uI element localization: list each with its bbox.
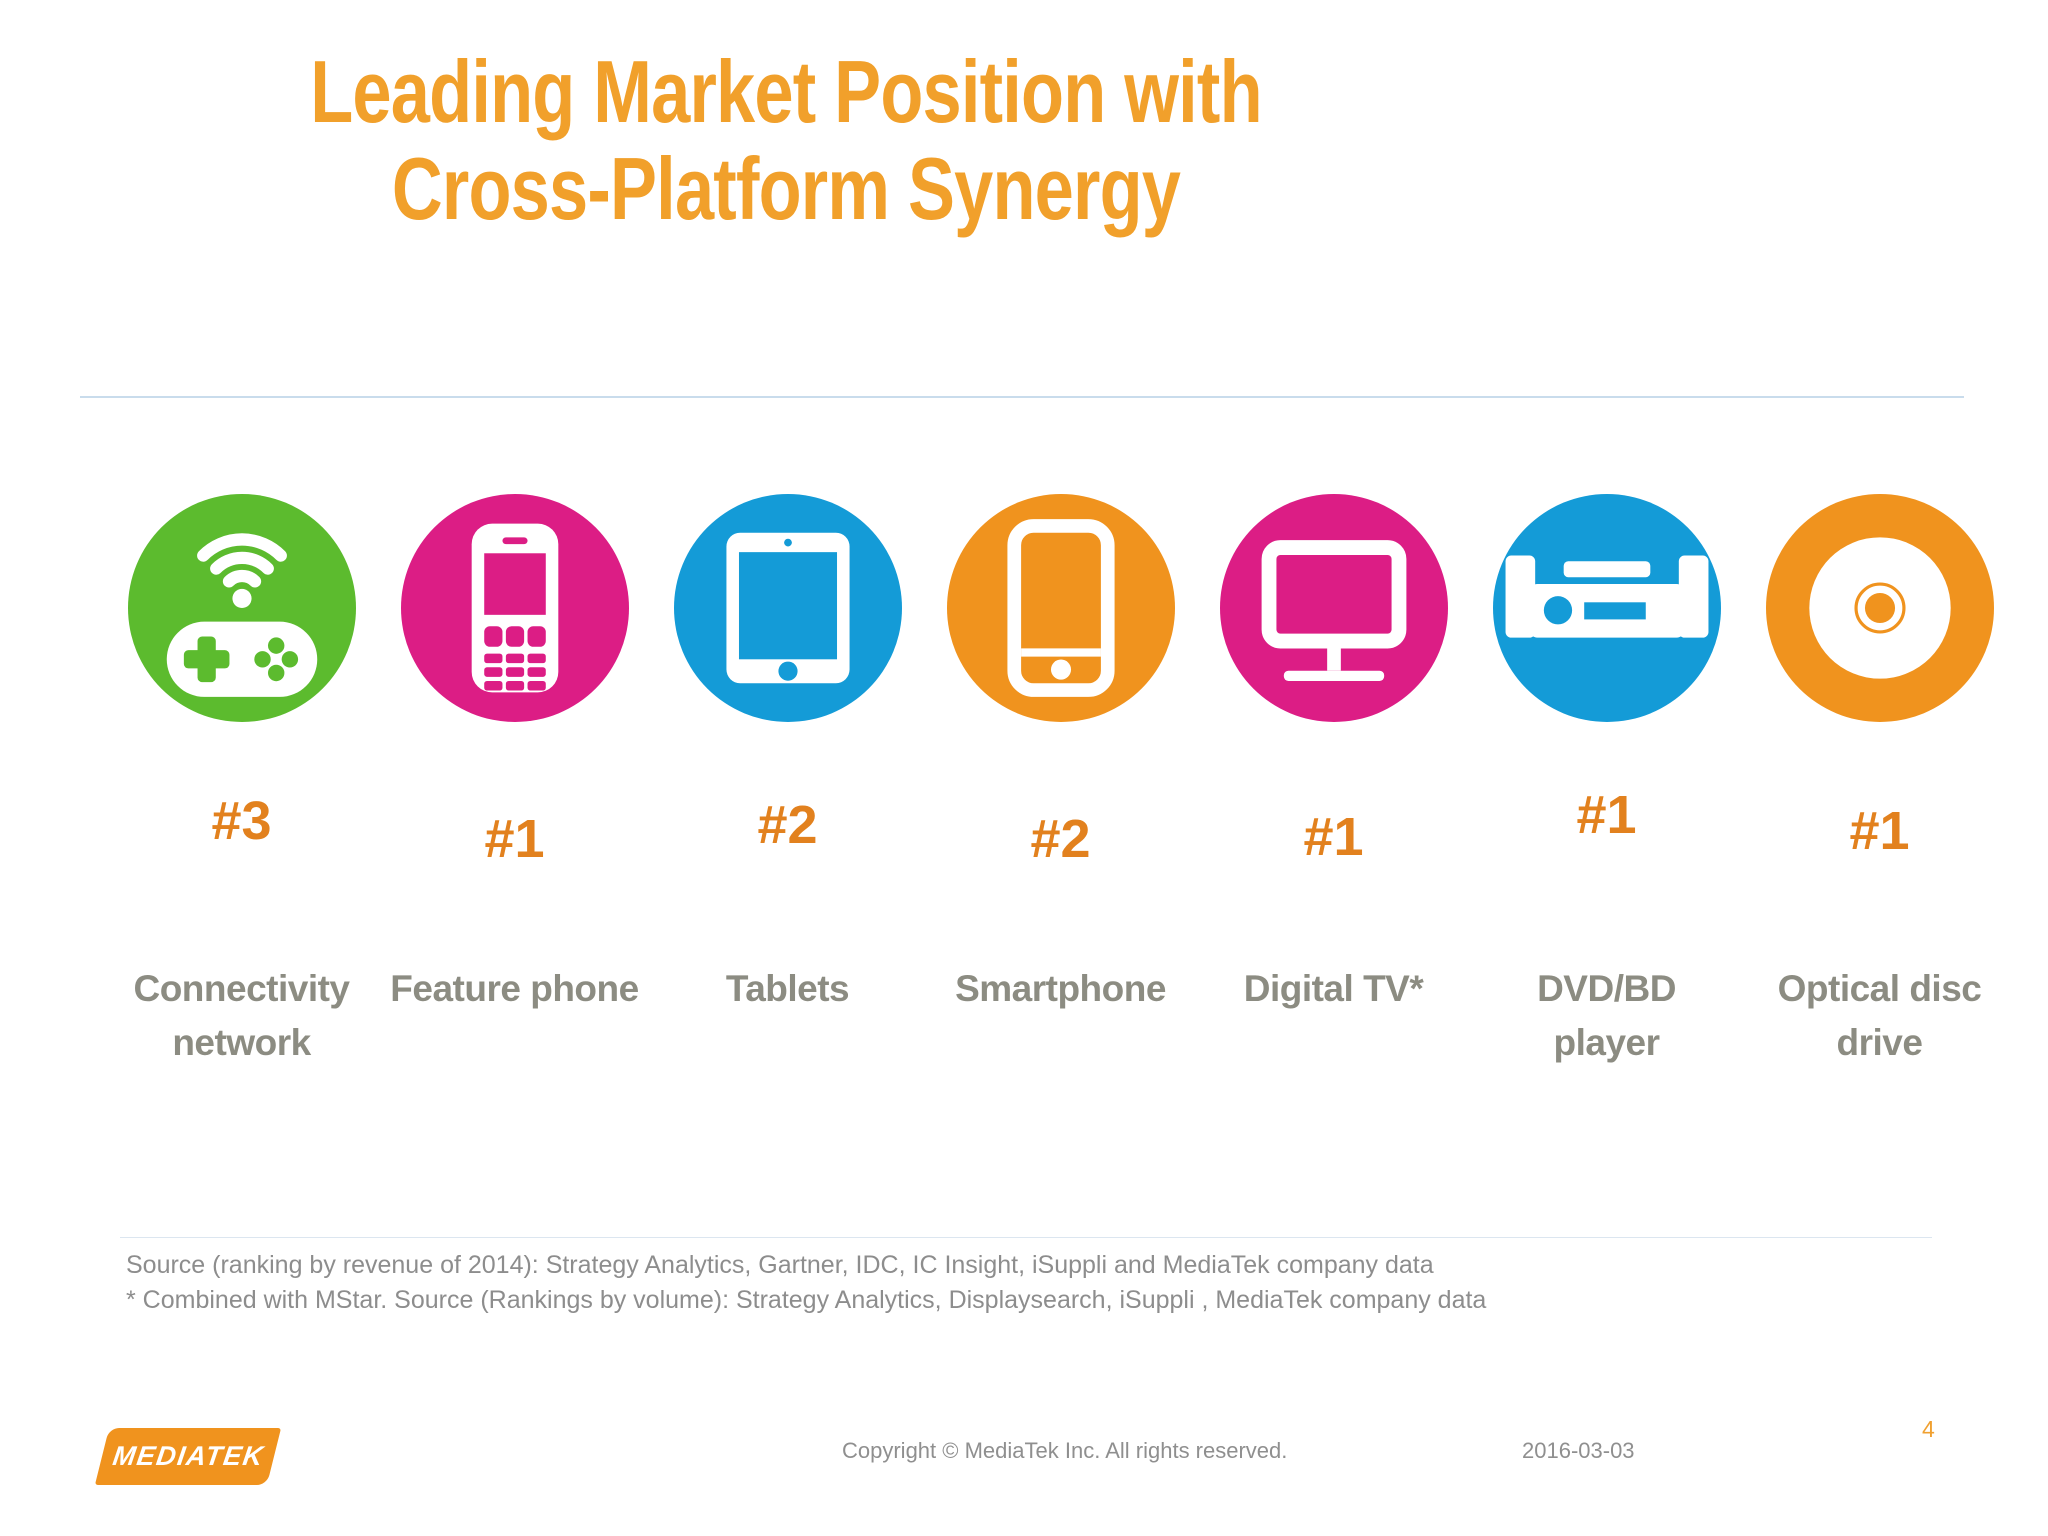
- platform-badge: [1219, 494, 1448, 722]
- platform-label: Optical disc drive: [1777, 968, 1982, 1063]
- platform-connectivity-network: #3 Connectivity network: [105, 494, 378, 1184]
- tablet-icon: [673, 494, 902, 722]
- source-line-1: Source (ranking by revenue of 2014): Str…: [126, 1251, 1434, 1279]
- source-line-2: * Combined with MStar. Source (Rankings …: [126, 1286, 1487, 1314]
- platform-dvd-bd-player: #1 DVD/BD player: [1470, 494, 1743, 1184]
- rank-label: #1: [1576, 785, 1637, 845]
- slide-title: Leading Market Position with Cross-Platf…: [310, 42, 1262, 238]
- platform-badge: [400, 494, 629, 722]
- source-note: Source (ranking by revenue of 2014): Str…: [126, 1248, 1486, 1318]
- platform-smartphone: #2 Smartphone: [924, 494, 1197, 1184]
- dvd-bd-player-icon: [1492, 494, 1721, 722]
- platform-digital-tv: #1 Digital TV*: [1197, 494, 1470, 1184]
- rank-label: #2: [757, 795, 818, 855]
- rank-label: #2: [1030, 809, 1091, 869]
- slide-date: 2016-03-03: [1522, 1438, 1635, 1463]
- digital-tv-icon: [1219, 494, 1448, 722]
- platform-badge: [127, 494, 356, 722]
- optical-disc-icon: [1765, 494, 1994, 722]
- platform-label: Connectivity network: [133, 968, 350, 1063]
- platform-badge: [946, 494, 1175, 722]
- wifi-game-controller-icon: [127, 494, 356, 722]
- rank-label: #1: [1303, 807, 1364, 867]
- platform-badge: [1765, 494, 1994, 722]
- feature-phone-icon: [400, 494, 629, 722]
- header-divider: [80, 396, 1964, 398]
- copyright-text: Copyright © MediaTek Inc. All rights res…: [842, 1438, 1288, 1463]
- rank-label: #3: [211, 791, 272, 851]
- source-divider: [120, 1237, 1932, 1238]
- page-number: 4: [1922, 1416, 1935, 1442]
- platform-badge: [1492, 494, 1721, 722]
- platform-badge: [673, 494, 902, 722]
- platform-optical-disc-drive: #1 Optical disc drive: [1743, 494, 2016, 1184]
- platform-label: Smartphone: [955, 968, 1166, 1009]
- rank-label: #1: [1849, 801, 1910, 861]
- platform-tablets: #2 Tablets: [651, 494, 924, 1184]
- mediatek-logo: MEDIATEK: [94, 1428, 282, 1485]
- smartphone-icon: [946, 494, 1175, 722]
- platform-label: DVD/BD player: [1537, 968, 1676, 1063]
- platform-label: Tablets: [725, 968, 850, 1009]
- platform-label: Digital TV*: [1243, 968, 1424, 1009]
- platform-row: #3 Connectivity network: [105, 494, 2016, 1184]
- mediatek-logo-text: MEDIATEK: [110, 1441, 266, 1471]
- platform-label: Feature phone: [390, 968, 639, 1009]
- platform-feature-phone: #1 Feature phone: [378, 494, 651, 1184]
- rank-label: #1: [484, 809, 545, 869]
